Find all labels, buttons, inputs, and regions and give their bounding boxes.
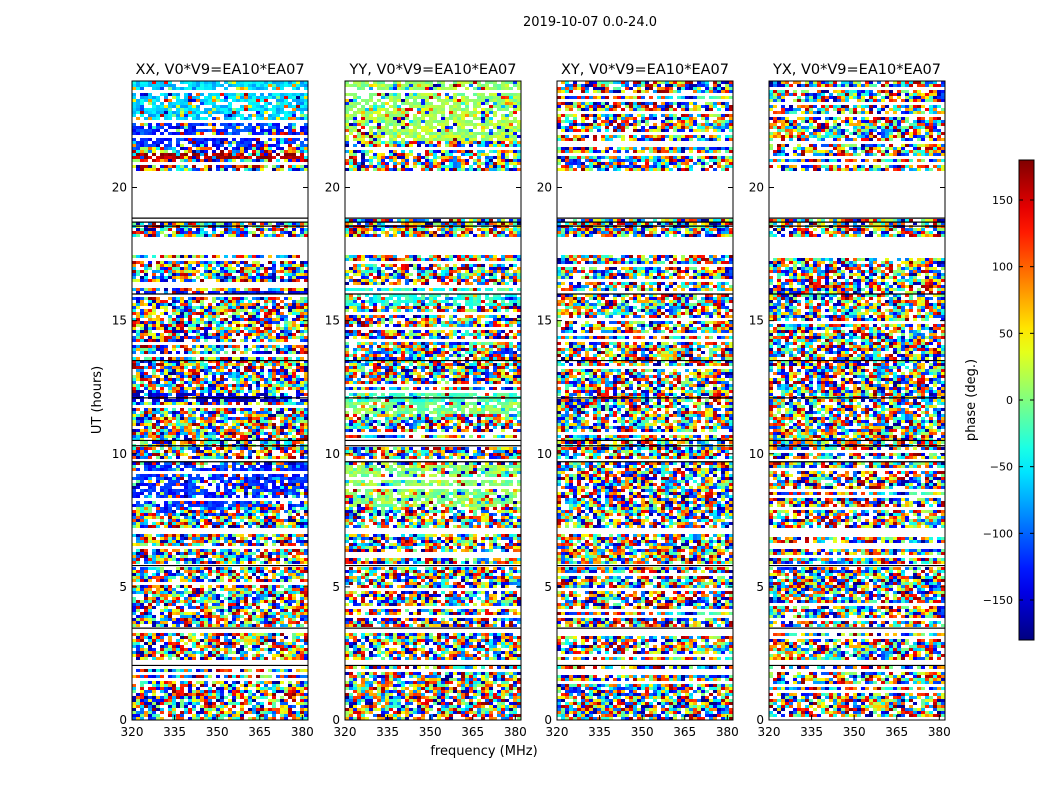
panel-frame [556, 80, 734, 721]
y-tick-label: 10 [537, 447, 552, 461]
x-tick-label: 320 [121, 725, 144, 739]
colorbar-tick-label: 50 [999, 327, 1013, 340]
x-tick-label: 335 [588, 725, 611, 739]
heatmap-cells [557, 81, 733, 720]
panel-1: XX, V0*V9=EA10*EA07 320 335 350 365 380 0 5 10 15… [112, 62, 314, 739]
figure-title: 2019-10-07 0.0-24.0 [523, 15, 657, 30]
y-tick-label: 20 [749, 181, 764, 195]
y-tick-label: 20 [325, 181, 340, 195]
panel-title: YX, V0*V9=EA10*EA07 [772, 62, 941, 78]
panel-title: XX, V0*V9=EA10*EA07 [135, 62, 304, 78]
x-tick-label: 365 [673, 725, 696, 739]
y-tick-label: 10 [325, 447, 340, 461]
y-tick-label: 5 [544, 580, 552, 594]
y-tick-label: 15 [325, 314, 340, 328]
colorbar-tick-label: −50 [990, 461, 1013, 474]
panel-3: XY, V0*V9=EA10*EA07 320 335 350 365 380 0 5 10 15… [537, 62, 739, 739]
y-tick-label: 20 [537, 181, 552, 195]
x-tick-label: 365 [885, 725, 908, 739]
y-tick-label: 0 [332, 713, 340, 727]
y-tick-label: 15 [112, 314, 127, 328]
y-tick-label: 20 [112, 181, 127, 195]
x-tick-label: 350 [419, 725, 442, 739]
colorbar-label: phase (deg.) [964, 359, 979, 441]
panels: XX, V0*V9=EA10*EA07 320 335 350 365 380 0 5 10 15… [112, 62, 951, 739]
y-tick-label: 5 [332, 580, 340, 594]
panel-frame [131, 80, 309, 721]
x-tick-label: 335 [376, 725, 399, 739]
y-tick-label: 10 [112, 447, 127, 461]
x-tick-label: 380 [928, 725, 951, 739]
y-axis-label: UT (hours) [90, 366, 105, 434]
x-tick-label: 380 [291, 725, 314, 739]
x-axis-label: frequency (MHz) [430, 744, 537, 759]
colorbar-tick-label: 100 [992, 261, 1013, 274]
x-tick-label: 350 [843, 725, 866, 739]
panel-title: YY, V0*V9=EA10*EA07 [349, 62, 517, 78]
y-tick-label: 0 [544, 713, 552, 727]
panel-4: YX, V0*V9=EA10*EA07 320 335 350 365 380 0 5 10 15… [749, 62, 951, 739]
x-tick-label: 320 [546, 725, 569, 739]
x-tick-label: 320 [334, 725, 357, 739]
panel-frame [344, 80, 522, 721]
y-tick-label: 0 [756, 713, 764, 727]
colorbar-tick-label: −150 [983, 594, 1013, 607]
y-tick-label: 5 [119, 580, 127, 594]
y-tick-label: 0 [119, 713, 127, 727]
x-tick-label: 365 [461, 725, 484, 739]
y-tick-label: 5 [756, 580, 764, 594]
x-tick-label: 320 [758, 725, 781, 739]
heatmap-cells [345, 81, 521, 720]
x-tick-label: 365 [248, 725, 271, 739]
panel-title: XY, V0*V9=EA10*EA07 [561, 62, 729, 78]
x-tick-label: 350 [206, 725, 229, 739]
x-tick-label: 335 [163, 725, 186, 739]
x-tick-label: 380 [716, 725, 739, 739]
heatmap-cells [132, 81, 308, 720]
colorbar-tick-label: −100 [983, 527, 1013, 540]
y-tick-label: 10 [749, 447, 764, 461]
x-tick-label: 335 [800, 725, 823, 739]
y-tick-label: 15 [537, 314, 552, 328]
y-tick-label: 15 [749, 314, 764, 328]
x-tick-label: 350 [631, 725, 654, 739]
colorbar: 150 100 50 0 −50 −100 −150 phase (deg.) [964, 159, 1035, 641]
colorbar-tick-label: 0 [1006, 394, 1013, 407]
panel-2: YY, V0*V9=EA10*EA07 320 335 350 365 380 0 5 10 15… [325, 62, 527, 739]
colorbar-tick-label: 150 [992, 194, 1013, 207]
heatmap-cells [769, 81, 945, 717]
panel-frame [768, 80, 946, 721]
x-tick-label: 380 [504, 725, 527, 739]
